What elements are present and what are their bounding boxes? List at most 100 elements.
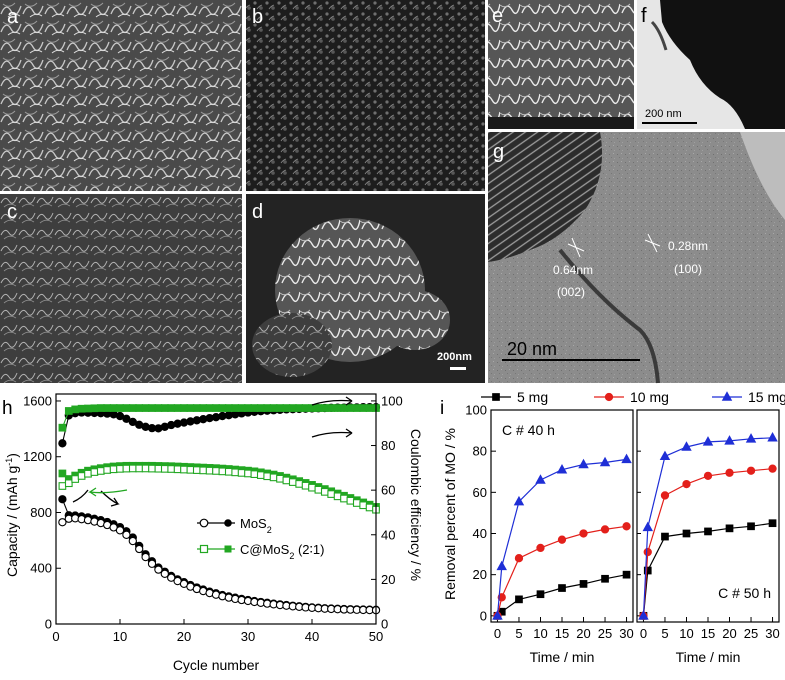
h-data-point — [282, 404, 291, 412]
h-data-point — [122, 530, 131, 539]
h-data-point — [340, 494, 348, 503]
h-data-point — [128, 404, 137, 412]
h-data-point — [256, 471, 265, 479]
h-ytick-label: 0 — [45, 617, 52, 632]
h-data-point — [135, 544, 144, 554]
h-data-point — [269, 473, 278, 482]
h-data-point — [365, 503, 374, 512]
h-data-point — [250, 404, 259, 412]
h-data-point — [128, 464, 137, 473]
sem-panel-d: d 200nm — [246, 194, 485, 383]
h-data-point — [180, 404, 188, 412]
i-series-line — [642, 437, 773, 616]
i-data-point — [535, 474, 546, 484]
legend-label: 10 mg — [630, 389, 669, 405]
h-data-point — [218, 404, 227, 412]
h-y2tick-label: 80 — [381, 438, 395, 453]
i-xtick-label: 15 — [701, 626, 715, 641]
i-xtick-label: 0 — [494, 626, 501, 641]
sem-panel-e: e — [488, 0, 634, 129]
h-data-point — [212, 404, 220, 412]
legend-item-c-mos2: C@MoS2 (2∶1) — [197, 542, 324, 561]
h-data-point — [160, 404, 169, 412]
h-data-point — [199, 404, 208, 412]
h-series-cmos2-discharge — [58, 464, 380, 514]
h-data-point — [128, 536, 137, 546]
chart-h-ylabel: Capacity / (mAh g-1) — [4, 453, 20, 577]
h-data-point — [199, 466, 208, 475]
h-data-point — [205, 466, 214, 475]
h-data-point — [122, 414, 131, 423]
h-data-point — [359, 404, 368, 412]
legend-marker — [721, 391, 733, 401]
legend-label: 5 mg — [517, 389, 548, 405]
panel-label-g: g — [493, 141, 504, 163]
h-data-point — [167, 573, 176, 582]
h-data-point — [90, 404, 99, 413]
h-data-point — [154, 565, 163, 574]
h-data-point — [340, 404, 348, 412]
h-data-point — [308, 483, 316, 492]
h-data-point — [58, 518, 67, 527]
h-data-point — [103, 404, 112, 412]
i-data-point — [536, 590, 545, 599]
h-data-point — [256, 404, 265, 412]
i-data-point — [681, 441, 692, 451]
h-data-point — [147, 559, 157, 568]
h-data-point — [173, 404, 182, 412]
i-ytick-label: 80 — [473, 444, 487, 459]
h-data-point — [109, 465, 118, 474]
i-data-point — [557, 535, 567, 544]
lattice-plane-100: (100) — [674, 262, 702, 276]
h-data-point — [135, 464, 144, 473]
h-data-point — [77, 472, 86, 480]
h-data-point — [154, 464, 163, 473]
panel-label-i: i — [440, 398, 444, 419]
lattice-plane-002: (002) — [557, 285, 585, 299]
h-data-point — [244, 404, 252, 412]
h-xtick-label: 50 — [369, 629, 383, 644]
legend-marker — [492, 393, 500, 401]
chart-h-y2label: Coulombic efficiency / % — [408, 429, 424, 581]
i-data-point — [621, 453, 632, 464]
panel-label-c: c — [7, 201, 17, 223]
i-data-point — [600, 525, 610, 534]
h-series-cmos2-coulombic-efficiency — [58, 404, 380, 432]
h-data-point — [333, 404, 342, 412]
i-data-point — [661, 532, 669, 541]
h-data-point — [141, 404, 150, 412]
i-xtick-label: 25 — [744, 626, 758, 641]
chart-h-axis-arrows — [72, 396, 353, 507]
h-data-point — [154, 404, 163, 412]
tem-panel-f: f 200 nm — [637, 0, 785, 129]
h-data-point — [301, 404, 310, 412]
h-data-point — [352, 404, 361, 412]
i-data-point — [643, 547, 652, 557]
i-xtick-label: 30 — [765, 626, 779, 641]
panel-label-d: d — [252, 201, 263, 223]
h-xtick-label: 40 — [305, 629, 319, 644]
i-xtick-label: 0 — [640, 626, 647, 641]
h-series-mos2-discharge — [58, 514, 381, 615]
i-xtick-label: 5 — [515, 626, 522, 641]
i-ytick-label: 60 — [473, 485, 487, 500]
h-data-point — [250, 470, 259, 479]
h-data-point — [320, 404, 329, 412]
h-data-point — [327, 490, 336, 498]
h-y2tick-label: 20 — [381, 572, 395, 587]
h-data-point — [141, 464, 150, 473]
i-data-point — [682, 529, 691, 538]
h-data-point — [141, 552, 150, 562]
i-data-point — [724, 435, 735, 445]
h-data-point — [186, 404, 195, 412]
scalebar-d — [450, 367, 466, 370]
h-data-point — [58, 469, 67, 478]
i-xtick-label: 10 — [533, 626, 547, 641]
h-data-point — [295, 480, 304, 488]
i-data-point — [745, 433, 757, 443]
legend-marker — [604, 392, 614, 402]
h-data-point — [96, 467, 105, 475]
h-data-point — [96, 404, 105, 412]
h-data-point — [90, 468, 99, 476]
